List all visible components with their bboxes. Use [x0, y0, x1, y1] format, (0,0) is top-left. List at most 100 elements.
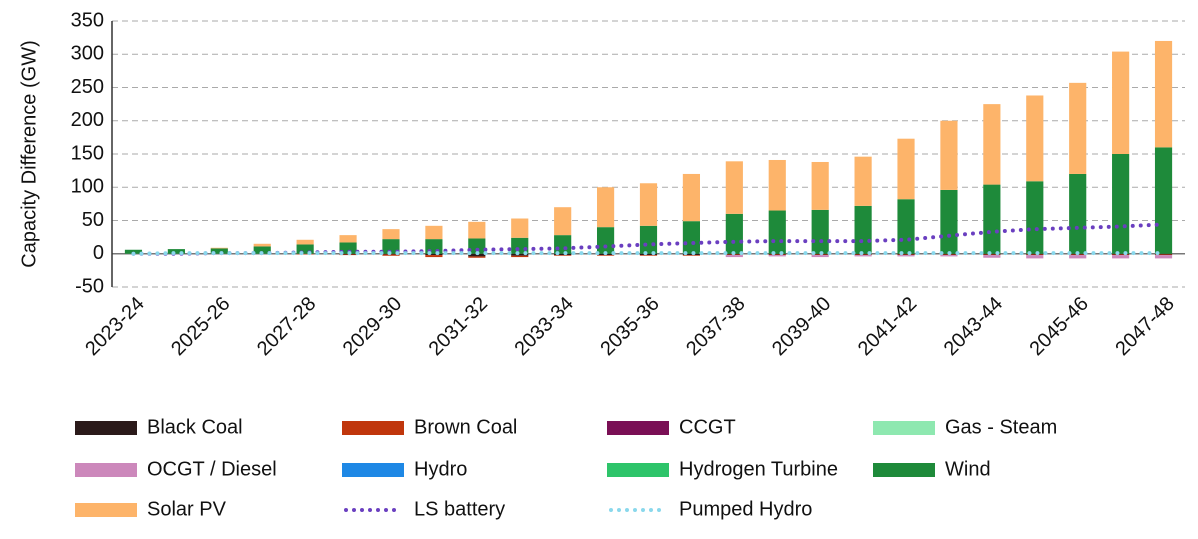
bar-segment — [1154, 254, 1173, 256]
bar-segment — [1154, 40, 1173, 148]
bar-segment — [511, 255, 529, 258]
bar-segment — [768, 253, 786, 255]
x-tick-label: 2023-24 — [81, 293, 148, 360]
bar-segment — [296, 244, 314, 254]
x-tick-label: 2025-26 — [167, 293, 234, 360]
bar-segment — [940, 189, 958, 254]
bar-segment — [1112, 254, 1130, 256]
bar-segment — [682, 255, 701, 256]
bar-segment — [768, 210, 786, 254]
legend-item: CCGT — [607, 416, 736, 438]
y-tick-label: 0 — [93, 242, 104, 264]
bar-segment — [1026, 95, 1044, 182]
bar-segment — [1026, 181, 1044, 254]
y-tick-label: 100 — [71, 176, 104, 198]
bar-segment — [1112, 255, 1130, 259]
bar-segment — [554, 207, 572, 236]
legend-item: OCGT / Diesel — [75, 458, 277, 480]
x-tick-label: 2027-28 — [253, 293, 320, 360]
bar-segment — [468, 221, 486, 239]
bar-segment — [768, 255, 786, 257]
bar-segment — [639, 183, 658, 226]
bar-segment — [725, 213, 743, 254]
bar-segment — [983, 104, 1001, 185]
legend-item: LS battery — [344, 498, 505, 520]
bar-segment — [382, 254, 400, 256]
bar-segment — [210, 248, 228, 254]
bar-segment — [983, 254, 1001, 256]
bar-segment — [468, 238, 486, 254]
legend-swatch — [873, 421, 935, 435]
bar-segment — [554, 253, 572, 256]
legend-label: Brown Coal — [414, 416, 517, 438]
bar-segment — [983, 184, 1001, 254]
bar-segment — [897, 138, 915, 200]
y-axis-label: Capacity Difference (GW) — [18, 40, 40, 267]
bar-segment — [940, 255, 958, 257]
legend-label: Pumped Hydro — [679, 498, 812, 520]
legend-label: Gas - Steam — [945, 416, 1057, 438]
bar-segment — [596, 227, 615, 254]
bar-segment — [897, 199, 915, 254]
legend-label: Solar PV — [147, 498, 227, 520]
x-tick-label: 2041-42 — [854, 293, 921, 360]
bar-segment — [854, 254, 872, 256]
legend-swatch — [607, 421, 669, 435]
y-tick-label: 350 — [71, 9, 104, 31]
bar-segment — [1154, 255, 1173, 259]
legend-item: Hydrogen Turbine — [607, 458, 838, 480]
y-tick-label: -50 — [75, 275, 104, 297]
legend-item: Wind — [873, 458, 991, 480]
bar-segment — [639, 255, 658, 256]
bar-segment — [382, 239, 400, 254]
bar-segment — [639, 225, 658, 254]
bar-segment — [897, 253, 915, 255]
bar-segment — [897, 254, 915, 256]
bar-segment — [897, 255, 915, 257]
bar-segment — [1069, 82, 1087, 174]
bar-segment — [339, 242, 357, 254]
bar-segment — [596, 187, 615, 228]
bar-segment — [768, 159, 786, 211]
legend-item: Hydro — [342, 458, 467, 480]
bar-segment — [425, 253, 443, 256]
legend-item: Brown Coal — [342, 416, 517, 438]
bar-segment — [811, 161, 829, 210]
bar-segment — [639, 253, 658, 256]
bar-segment — [1112, 253, 1130, 255]
x-tick-label: 2043-44 — [940, 293, 1007, 360]
bar-segment — [253, 243, 271, 247]
bar-segment — [382, 229, 400, 240]
bar-segment — [854, 156, 872, 206]
bar-segment — [210, 247, 228, 249]
legend-item: Gas - Steam — [873, 416, 1057, 438]
bar-segment — [425, 255, 443, 258]
bar-segment — [682, 253, 701, 256]
bar-segment — [1112, 154, 1130, 254]
legend-label: OCGT / Diesel — [147, 458, 277, 480]
bar-segment — [596, 255, 615, 256]
bar-segment — [854, 255, 872, 257]
x-tick-label: 2039-40 — [768, 293, 835, 360]
bar-segment — [167, 249, 185, 254]
bar-segment — [468, 256, 486, 258]
legend-swatch — [873, 463, 935, 477]
bar-segment — [511, 253, 529, 256]
bar-segment — [1026, 255, 1044, 259]
y-tick-label: 50 — [82, 209, 104, 231]
legend-label: Hydrogen Turbine — [679, 458, 838, 480]
bar-segment — [511, 218, 529, 238]
bar-segment — [296, 253, 314, 255]
bar-segment — [1154, 147, 1173, 254]
bar-segment — [854, 205, 872, 254]
bar-segment — [940, 120, 958, 190]
bar-segment — [339, 235, 357, 243]
x-tick-label: 2035-36 — [596, 293, 663, 360]
bar-segment — [554, 255, 572, 256]
bar-segment — [725, 161, 743, 214]
y-tick-label: 250 — [71, 76, 104, 98]
x-tick-label: 2033-34 — [510, 293, 577, 360]
legend-item: Pumped Hydro — [609, 498, 812, 520]
bar-segment — [253, 246, 271, 254]
